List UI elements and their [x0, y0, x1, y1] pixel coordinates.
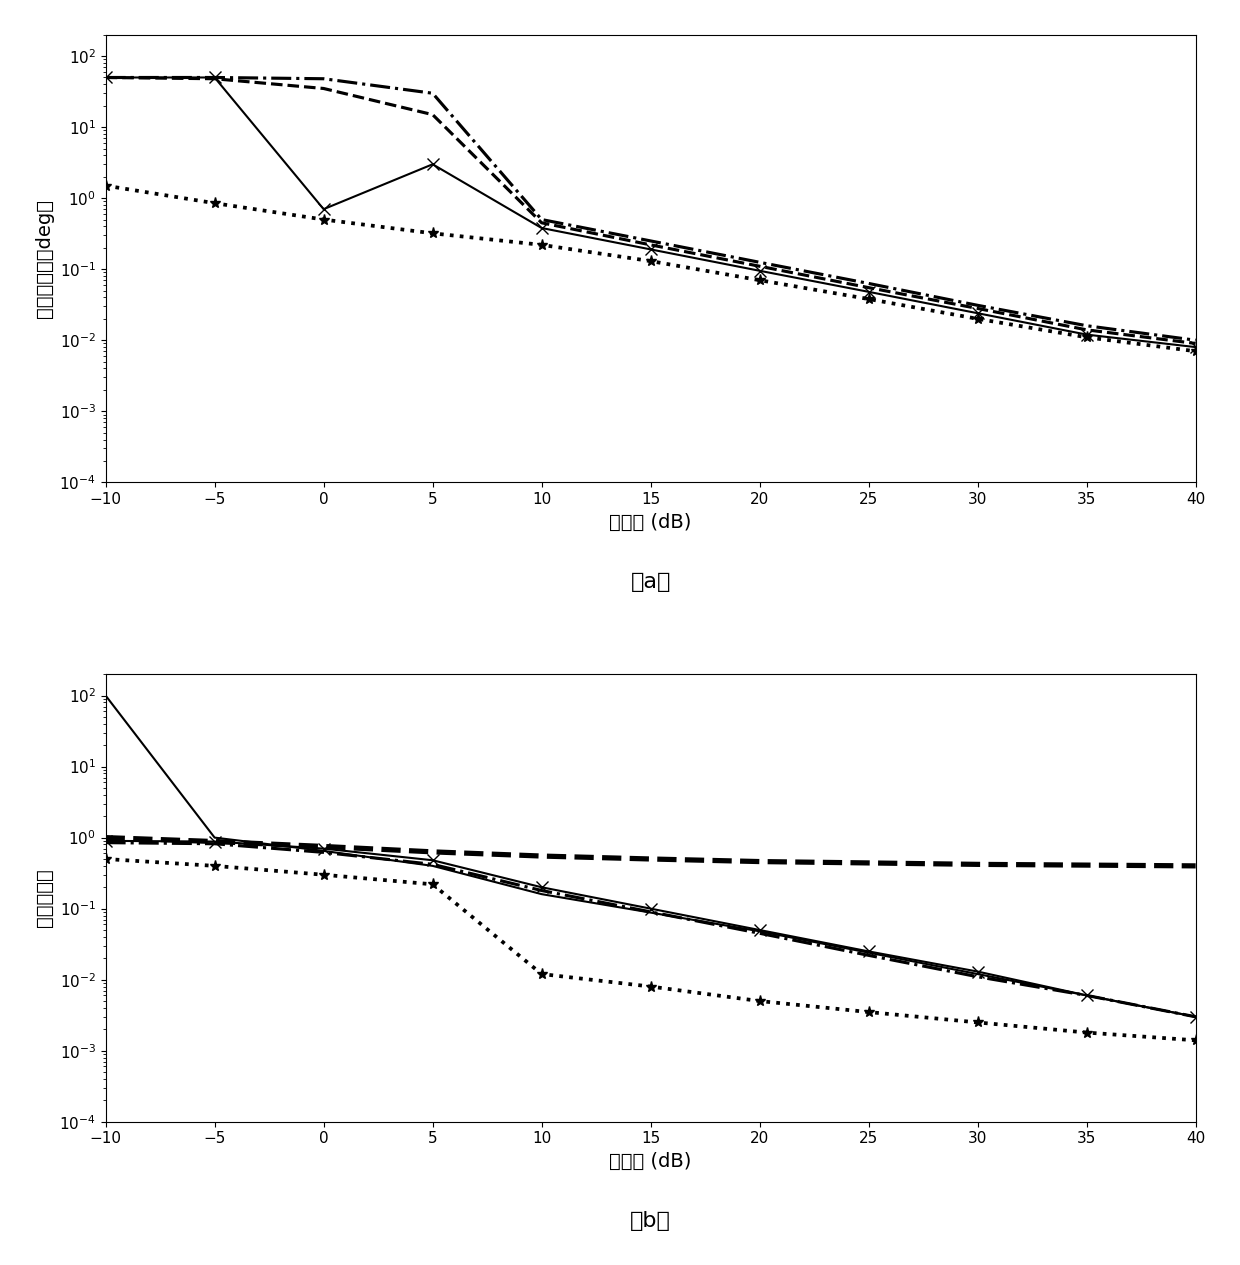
X-axis label: 信噪比 (dB): 信噪比 (dB) — [609, 1152, 692, 1171]
X-axis label: 信噪比 (dB): 信噪比 (dB) — [609, 512, 692, 531]
Y-axis label: 均方根误差: 均方根误差 — [35, 869, 53, 927]
Text: （a）: （a） — [630, 572, 671, 592]
Text: （b）: （b） — [630, 1212, 671, 1231]
Y-axis label: 均方根误差（deg）: 均方根误差（deg） — [35, 199, 53, 318]
